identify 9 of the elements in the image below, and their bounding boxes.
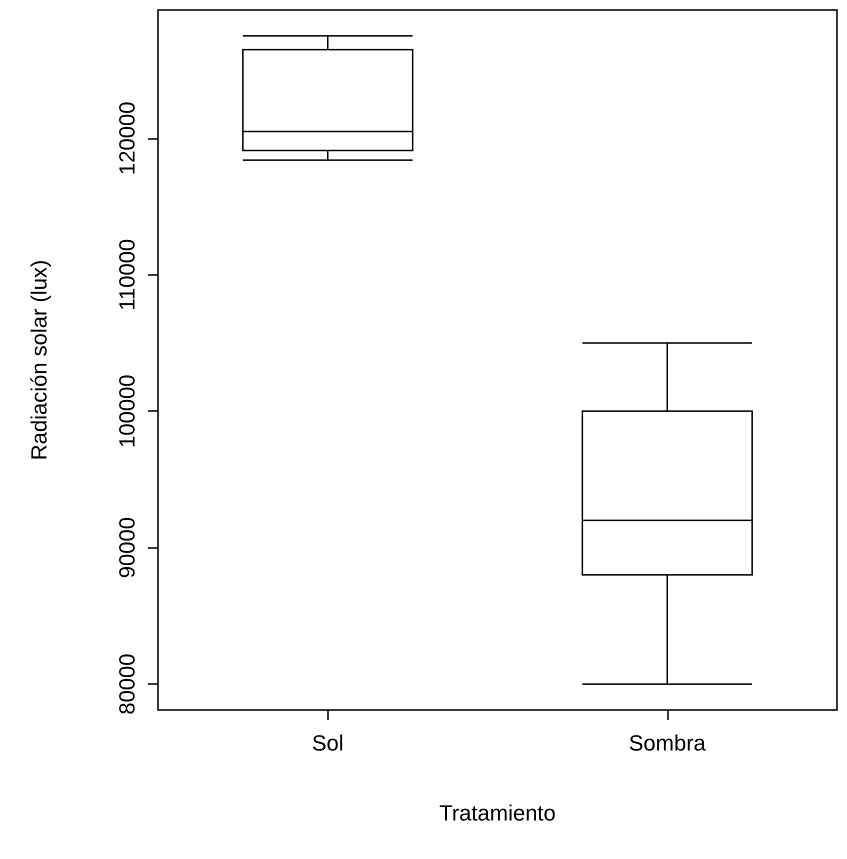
y-tick-label: 90000 <box>114 517 140 578</box>
y-tick-label: 100000 <box>114 374 140 448</box>
x-tick-label: Sombra <box>628 730 707 756</box>
y-axis-title: Radiación solar (lux) <box>26 260 52 460</box>
y-tick-label: 120000 <box>114 102 140 175</box>
y-tick-label: 80000 <box>114 653 140 715</box>
x-tick-label: Sol <box>312 730 344 756</box>
y-tick-label: 110000 <box>114 238 140 311</box>
x-axis-title: Tratamiento <box>439 800 556 826</box>
